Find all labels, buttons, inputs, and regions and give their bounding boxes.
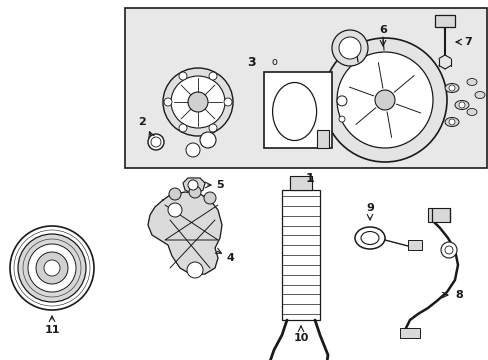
- Circle shape: [200, 132, 216, 148]
- Text: 5: 5: [216, 180, 224, 190]
- Bar: [434, 15, 454, 27]
- Text: 2: 2: [138, 117, 145, 127]
- Circle shape: [338, 116, 345, 122]
- Text: 10: 10: [293, 333, 308, 343]
- Circle shape: [338, 37, 360, 59]
- Ellipse shape: [474, 91, 484, 99]
- Ellipse shape: [171, 76, 224, 128]
- Circle shape: [331, 30, 367, 66]
- Circle shape: [151, 137, 161, 147]
- Circle shape: [185, 143, 200, 157]
- Circle shape: [336, 52, 432, 148]
- Bar: [427, 208, 449, 222]
- Text: 1: 1: [305, 171, 314, 185]
- Text: 6: 6: [378, 25, 386, 35]
- Circle shape: [179, 124, 186, 132]
- Circle shape: [186, 262, 203, 278]
- Bar: [399, 328, 419, 338]
- Circle shape: [148, 134, 163, 150]
- Ellipse shape: [360, 231, 378, 244]
- Ellipse shape: [454, 100, 468, 109]
- Circle shape: [187, 180, 198, 190]
- Ellipse shape: [466, 78, 476, 86]
- Text: 4: 4: [225, 253, 233, 263]
- Circle shape: [163, 98, 172, 106]
- Ellipse shape: [354, 227, 384, 249]
- Text: 11: 11: [44, 325, 60, 335]
- Circle shape: [18, 234, 86, 302]
- Circle shape: [169, 188, 181, 200]
- Bar: [316, 130, 328, 148]
- Text: 3: 3: [247, 55, 256, 68]
- Circle shape: [458, 102, 464, 108]
- Circle shape: [323, 38, 446, 162]
- Circle shape: [444, 246, 452, 254]
- Circle shape: [44, 260, 60, 276]
- Polygon shape: [183, 178, 204, 195]
- Text: 7: 7: [463, 37, 471, 47]
- Circle shape: [179, 72, 186, 80]
- Circle shape: [374, 90, 394, 110]
- Bar: [282, 190, 319, 320]
- Circle shape: [203, 192, 216, 204]
- Bar: [407, 240, 421, 250]
- Circle shape: [440, 242, 456, 258]
- Circle shape: [336, 96, 346, 106]
- Bar: [264, 72, 331, 148]
- Circle shape: [187, 92, 207, 112]
- Circle shape: [189, 186, 201, 198]
- Circle shape: [168, 203, 182, 217]
- Ellipse shape: [444, 117, 458, 126]
- Circle shape: [10, 226, 94, 310]
- Ellipse shape: [444, 84, 458, 93]
- Circle shape: [208, 124, 217, 132]
- Circle shape: [208, 72, 217, 80]
- Text: o: o: [270, 57, 276, 67]
- Ellipse shape: [466, 108, 476, 116]
- Bar: [289, 176, 311, 190]
- Bar: [125, 8, 486, 168]
- Circle shape: [28, 244, 76, 292]
- Polygon shape: [148, 192, 222, 275]
- Circle shape: [36, 252, 68, 284]
- Circle shape: [448, 85, 454, 91]
- Ellipse shape: [163, 68, 232, 136]
- Text: 9: 9: [366, 203, 373, 213]
- Ellipse shape: [272, 82, 316, 140]
- Circle shape: [448, 119, 454, 125]
- Circle shape: [224, 98, 231, 106]
- Text: 8: 8: [454, 290, 462, 300]
